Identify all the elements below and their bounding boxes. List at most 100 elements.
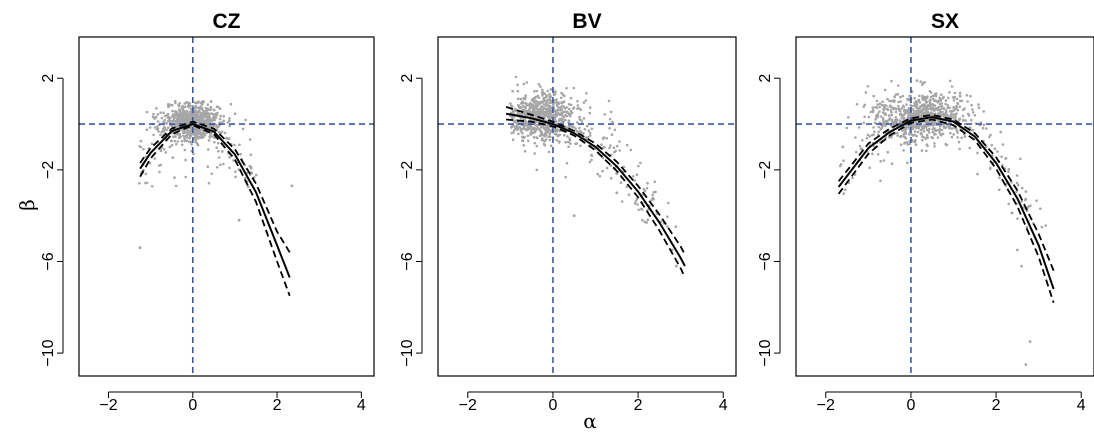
- scatter-point: [584, 99, 588, 102]
- outlier-point: [645, 221, 648, 224]
- scatter-point: [1044, 224, 1047, 227]
- scatter-point: [948, 106, 951, 109]
- scatter-point: [158, 170, 161, 174]
- scatter-point: [542, 96, 546, 100]
- scatter-point: [610, 177, 613, 180]
- scatter-point: [933, 109, 936, 112]
- scatter-point: [919, 80, 922, 83]
- scatter-point: [940, 107, 943, 111]
- scatter-point: [179, 135, 182, 139]
- scatter-point: [582, 117, 586, 120]
- scatter-point: [944, 102, 947, 106]
- scatter-point: [882, 159, 886, 162]
- scatter-point: [209, 100, 213, 103]
- scatter-point: [944, 142, 948, 146]
- scatter-point: [923, 81, 927, 84]
- scatter-point: [183, 119, 186, 123]
- scatter-point: [608, 117, 612, 121]
- scatter-point: [905, 103, 908, 106]
- scatter-point: [200, 134, 203, 137]
- scatter-point: [516, 97, 520, 101]
- scatter-point: [950, 85, 954, 88]
- scatter-point: [935, 100, 939, 103]
- scatter-point: [916, 104, 919, 107]
- scatter-point: [169, 116, 172, 120]
- scatter-point: [174, 142, 178, 146]
- scatter-point: [200, 116, 204, 119]
- scatter-point: [952, 106, 956, 109]
- scatter-point: [567, 145, 570, 149]
- scatter-point: [218, 107, 222, 110]
- scatter-point: [950, 135, 954, 139]
- scatter-point: [933, 92, 937, 96]
- scatter-point: [159, 149, 163, 153]
- fit-curve: [505, 112, 686, 267]
- scatter-point: [175, 117, 179, 120]
- scatter-point: [996, 150, 999, 153]
- scatter-point: [185, 101, 188, 104]
- scatter-point: [642, 187, 646, 191]
- scatter-point: [910, 104, 914, 108]
- scatter-point: [234, 175, 237, 179]
- scatter-point: [541, 100, 544, 103]
- scatter-point: [911, 134, 915, 137]
- scatter-point: [174, 111, 178, 114]
- outlier-point: [220, 150, 224, 153]
- scatter-point: [634, 200, 638, 203]
- scatter-point: [609, 164, 612, 167]
- scatter-point: [911, 108, 915, 111]
- scatter-point: [155, 107, 158, 110]
- scatter-point: [156, 125, 159, 128]
- scatter-point: [913, 97, 916, 100]
- scatter-point: [927, 131, 931, 134]
- scatter-point: [1019, 157, 1022, 161]
- scatter-point: [183, 116, 187, 120]
- scatter-point: [893, 95, 896, 99]
- scatter-point: [528, 107, 531, 110]
- x-axis: −2 0 2 4: [99, 391, 366, 414]
- outlier-point: [237, 218, 241, 222]
- scatter-point: [548, 132, 552, 136]
- scatter-point: [930, 108, 933, 111]
- scatter-point: [543, 107, 546, 110]
- scatter-point: [510, 105, 514, 108]
- scatter-point: [519, 106, 523, 110]
- scatter-point: [871, 106, 875, 109]
- scatter-point: [1035, 199, 1038, 202]
- scatter-point: [952, 99, 956, 102]
- scatter-point: [864, 91, 868, 94]
- scatter-point: [207, 126, 210, 129]
- scatter-point: [183, 129, 186, 133]
- scatter-point: [955, 129, 959, 132]
- scatter-point: [939, 133, 943, 137]
- scatter-point: [222, 119, 226, 123]
- scatter-point: [565, 106, 568, 109]
- scatter-point: [917, 127, 920, 130]
- scatter-point: [933, 104, 937, 107]
- scatter-point: [162, 120, 165, 124]
- scatter-point: [936, 118, 939, 122]
- scatter-point: [981, 126, 985, 130]
- scatter-point: [535, 168, 539, 172]
- scatter-point: [881, 118, 885, 122]
- scatter-point: [547, 150, 551, 154]
- scatter-point: [165, 128, 168, 132]
- scatter-point: [219, 114, 222, 118]
- scatter-point: [522, 82, 526, 86]
- scatter-point: [607, 99, 611, 103]
- scatter-point: [549, 144, 553, 148]
- scatter-point: [953, 96, 956, 99]
- scatter-point: [199, 101, 203, 105]
- scatter-point: [873, 130, 876, 134]
- scatter-point: [540, 105, 544, 108]
- scatter-point: [942, 95, 945, 99]
- scatter-point: [1020, 200, 1023, 203]
- scatter-point: [881, 121, 885, 125]
- scatter-point: [913, 104, 916, 108]
- scatter-point: [876, 115, 879, 118]
- scatter-point: [210, 131, 213, 135]
- scatter-point: [524, 127, 527, 131]
- scatter-point: [139, 139, 143, 143]
- scatter-point: [946, 104, 950, 107]
- scatter-point: [896, 131, 899, 135]
